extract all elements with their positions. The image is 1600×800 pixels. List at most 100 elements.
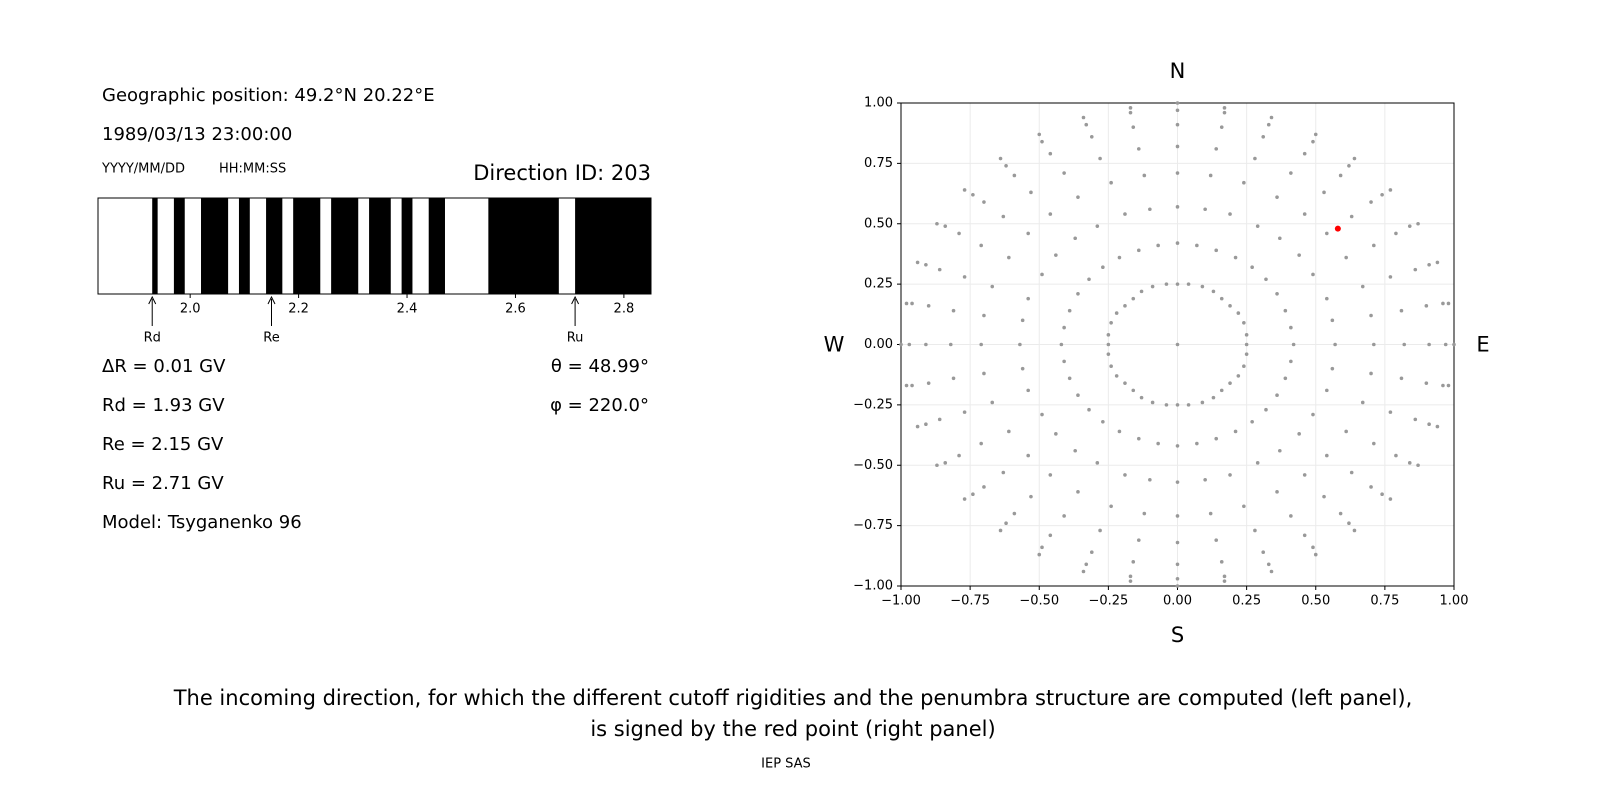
- direction-point: [1123, 381, 1127, 385]
- direction-point: [1407, 461, 1412, 465]
- direction-point: [1214, 248, 1219, 253]
- direction-point: [1283, 376, 1288, 381]
- direction-point: [1131, 125, 1136, 129]
- direction-point: [1416, 463, 1420, 468]
- direction-point: [1128, 110, 1133, 115]
- direction-point: [1004, 521, 1008, 526]
- direction-point: [1128, 574, 1133, 579]
- direction-point: [1416, 221, 1420, 226]
- direction-point: [1175, 480, 1180, 484]
- direction-point: [1175, 101, 1180, 105]
- direction-point: [1026, 296, 1030, 301]
- direction-point: [951, 376, 956, 381]
- direction-point: [971, 492, 975, 497]
- direction-point: [1123, 473, 1127, 477]
- angle-line: θ = 48.99°: [551, 356, 649, 377]
- penumbra-border: [97, 197, 652, 295]
- direction-point: [998, 156, 1003, 161]
- direction-point: [1360, 400, 1365, 405]
- direction-point: [1007, 255, 1011, 260]
- direction-point: [1106, 352, 1111, 356]
- direction-point: [1136, 436, 1141, 441]
- direction-point: [1291, 342, 1296, 347]
- direction-point: [1048, 212, 1053, 216]
- direction-point: [971, 192, 975, 197]
- direction-point: [910, 383, 914, 388]
- direction-point: [1076, 195, 1080, 199]
- marker-label: Ru: [567, 331, 584, 346]
- direction-point: [1101, 419, 1105, 424]
- direction-point: [982, 485, 986, 489]
- direction-point: [1164, 403, 1169, 407]
- direction-point: [1275, 490, 1279, 494]
- direction-point: [1073, 448, 1077, 453]
- direction-point: [1322, 494, 1326, 499]
- direction-point: [1275, 291, 1279, 296]
- direction-point: [1020, 366, 1025, 371]
- direction-point: [1242, 180, 1246, 185]
- direction-point: [1037, 132, 1042, 137]
- direction-point: [1275, 195, 1279, 199]
- direction-point: [1208, 511, 1213, 516]
- direction-point: [1344, 255, 1348, 260]
- direction-point: [1109, 504, 1113, 509]
- direction-point: [1255, 461, 1260, 465]
- direction-point: [1311, 412, 1315, 417]
- direction-point: [1148, 477, 1152, 482]
- direction-point: [1269, 569, 1274, 574]
- forbidden-band: [428, 198, 445, 294]
- direction-point: [1352, 156, 1357, 161]
- direction-point: [1399, 308, 1404, 313]
- x-tick-label: 2.0: [180, 302, 201, 317]
- direction-point: [1228, 212, 1232, 216]
- direction-point: [1175, 282, 1180, 286]
- direction-point: [1089, 550, 1094, 554]
- direction-point: [924, 342, 928, 347]
- x-tick-label: −1.00: [881, 594, 921, 609]
- direction-point: [1441, 383, 1445, 388]
- direction-point: [1067, 376, 1072, 381]
- direction-point: [982, 371, 986, 376]
- direction-point: [1175, 171, 1180, 175]
- direction-point: [1253, 528, 1257, 533]
- direction-point: [1195, 441, 1199, 446]
- direction-point: [1427, 422, 1431, 426]
- direction-point: [1302, 533, 1307, 538]
- direction-point: [1095, 461, 1100, 465]
- y-tick-label: 0.25: [864, 277, 893, 292]
- direction-point: [1048, 473, 1053, 477]
- direction-point: [1101, 265, 1105, 270]
- direction-point: [1098, 156, 1102, 161]
- direction-point: [937, 267, 942, 272]
- direction-point: [1313, 552, 1318, 557]
- selected-direction: [1334, 225, 1341, 232]
- direction-point: [1175, 108, 1180, 113]
- direction-point: [1372, 243, 1376, 248]
- direction-point: [1128, 579, 1133, 583]
- direction-point: [899, 342, 903, 347]
- direction-point: [1106, 333, 1111, 337]
- marker-label: Re: [263, 331, 279, 346]
- direction-point: [1250, 265, 1254, 270]
- direction-point: [1040, 272, 1044, 277]
- direction-point: [1200, 400, 1205, 405]
- direction-point: [1136, 248, 1141, 253]
- direction-point: [910, 301, 914, 306]
- direction-point: [1233, 255, 1238, 260]
- time-format: HH:MM:SS: [219, 162, 286, 177]
- forbidden-band: [369, 198, 391, 294]
- direction-point: [1203, 477, 1207, 482]
- direction-point: [1222, 574, 1227, 579]
- x-tick-label: 0.50: [1301, 594, 1330, 609]
- direction-point: [1175, 205, 1180, 209]
- direction-point: [1142, 511, 1147, 516]
- direction-point: [1446, 383, 1451, 388]
- direction-point: [1114, 311, 1119, 315]
- direction-point: [1427, 263, 1431, 267]
- direction-point: [1344, 429, 1348, 434]
- direction-point: [924, 422, 928, 426]
- direction-point: [1275, 393, 1279, 398]
- direction-point: [1098, 528, 1102, 533]
- direction-point: [1264, 407, 1268, 412]
